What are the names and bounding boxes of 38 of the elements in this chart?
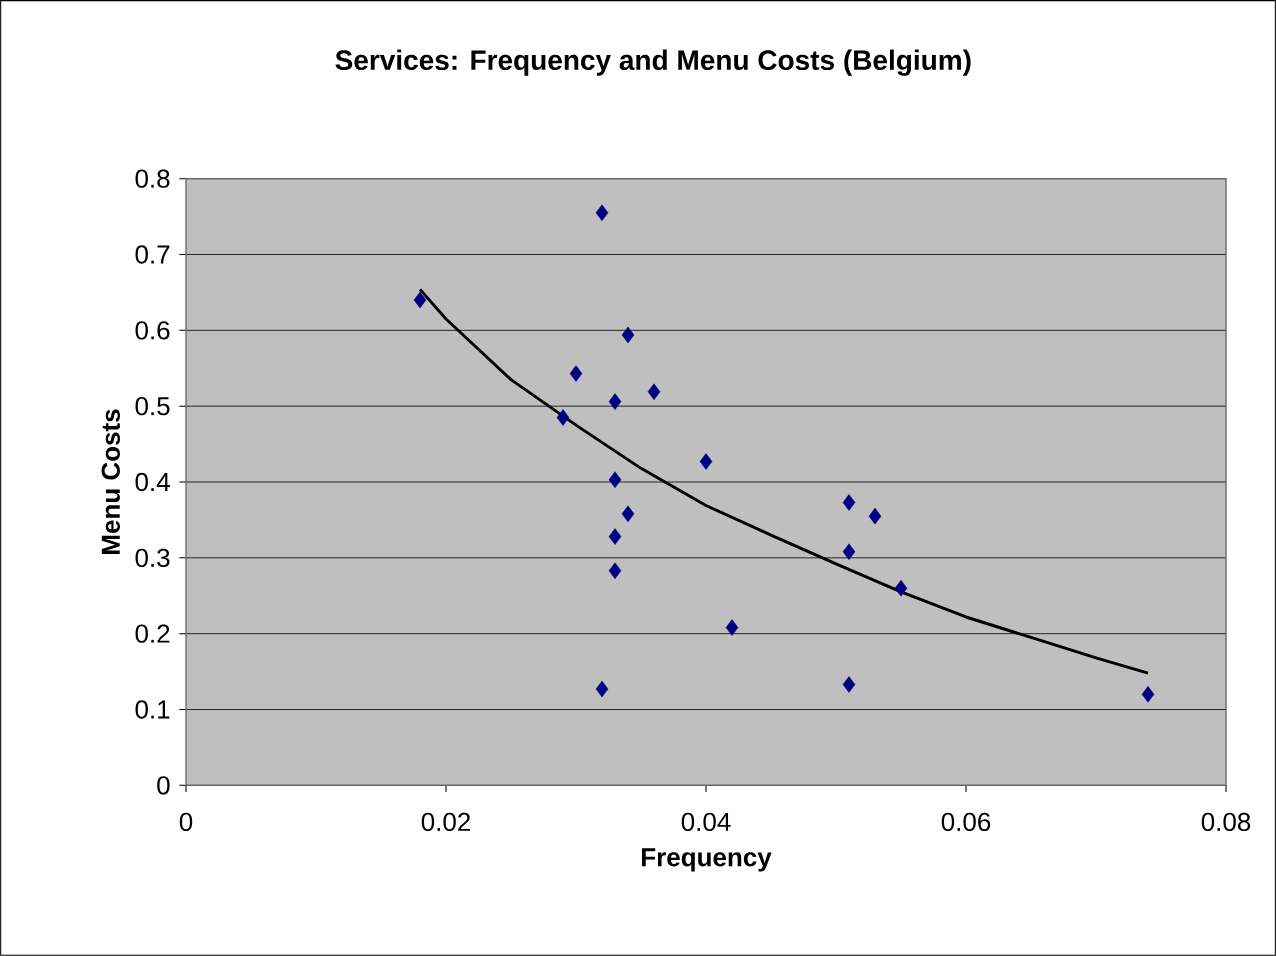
- point: [894, 579, 908, 597]
- x-tick-label: 0.08: [1201, 812, 1251, 832]
- y-tick-label: 0.4: [135, 472, 170, 492]
- point: [647, 383, 661, 401]
- y-tick-label: 0.6: [135, 321, 170, 340]
- point: [608, 562, 622, 579]
- y-tick-label: 0: [157, 776, 170, 795]
- point: [608, 393, 622, 410]
- y-tick-label: 0.5: [135, 396, 170, 416]
- y-axis-title: Menu Costs: [101, 409, 120, 554]
- x-tick-label: 0.02: [421, 812, 470, 832]
- x-axis-title: Frequency: [642, 848, 772, 872]
- point: [413, 291, 427, 309]
- point: [621, 505, 635, 523]
- point: [842, 494, 856, 511]
- y-tick-label: 0.7: [135, 245, 170, 264]
- point: [868, 507, 882, 525]
- point: [699, 453, 713, 470]
- point: [608, 471, 622, 488]
- point: [608, 528, 622, 545]
- point: [595, 680, 609, 698]
- point: [725, 619, 739, 636]
- x-tick-label: 0: [179, 812, 193, 832]
- y-tick-label: 0.3: [135, 548, 170, 568]
- chart-title: Services: Frequency and Menu Costs (Belgium): [335, 49, 971, 76]
- x-tick-label: 0.06: [941, 812, 991, 832]
- y-tick-label: 0.2: [135, 624, 170, 643]
- point: [842, 676, 856, 693]
- x-tick-label: 0.04: [681, 812, 731, 832]
- point: [1141, 686, 1155, 703]
- y-tick-label: 0.8: [135, 169, 170, 188]
- line-series: [418, 287, 1150, 675]
- point: [595, 204, 609, 222]
- point: [556, 409, 570, 426]
- point: [842, 543, 856, 561]
- y-tick-label: 0.1: [135, 700, 170, 719]
- point: [569, 365, 583, 382]
- point: [621, 326, 635, 344]
